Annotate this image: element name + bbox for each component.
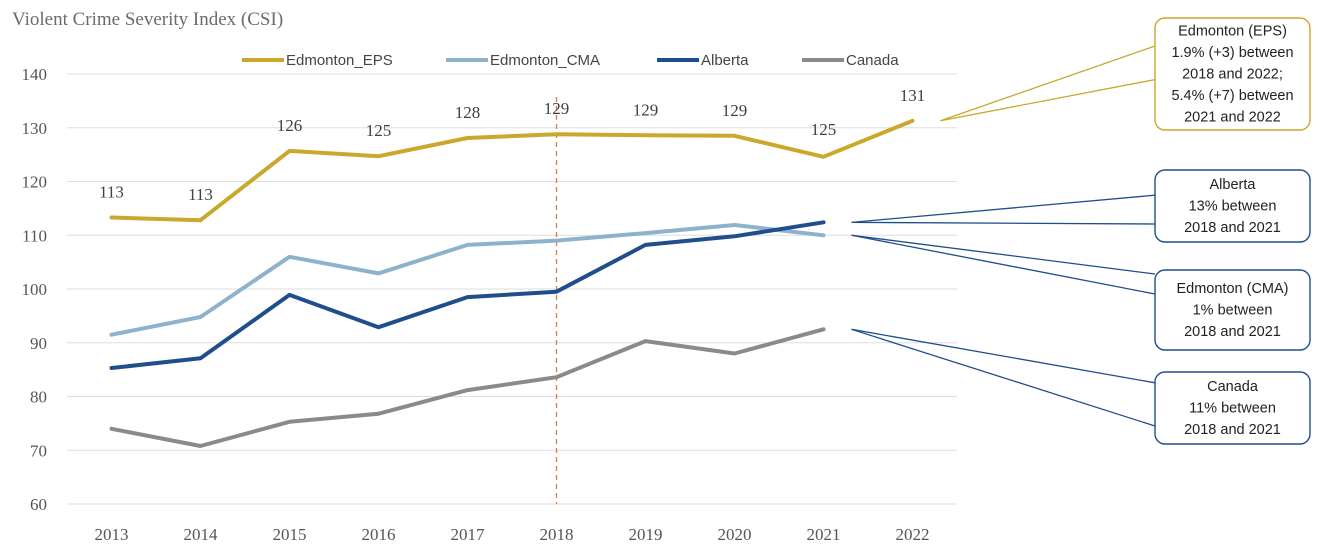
annotation-text: 11% between [1189,400,1276,416]
annotation-connector [940,78,1156,122]
legend-label-alberta: Alberta [701,52,749,69]
annotation-box-alberta [1154,169,1311,243]
x-tick-label: 2016 [362,525,396,544]
data-label: 126 [277,116,303,135]
annotation-connectors [851,45,1156,427]
annotation-connector [851,328,1156,427]
data-label: 129 [722,101,748,120]
data-label: 129 [544,99,570,118]
y-tick-label: 110 [22,226,47,245]
y-tick-label: 120 [22,173,48,192]
legend-label-edmonton-eps: Edmonton_EPS [286,52,393,69]
y-tick-label: 100 [22,280,48,299]
annotation-box-edmonton-cma [1154,269,1311,351]
y-tick-label: 130 [22,119,48,138]
legend-label-canada: Canada [846,52,899,69]
y-tick-label: 90 [30,334,47,353]
series-line-edmonton-cma [109,223,826,337]
annotation-text: Alberta [1210,177,1257,193]
annotation-text: Edmonton (CMA) [1176,281,1288,297]
x-tick-label: 2020 [718,525,752,544]
data-label: 129 [633,100,659,119]
legend-label-edmonton-cma: Edmonton_CMA [490,52,600,69]
annotation-text: 2021 and 2022 [1184,109,1281,125]
chart-title: Violent Crime Severity Index (CSI) [12,9,283,30]
annotation-connector [851,328,1156,384]
annotation-text: 5.4% (+7) between [1171,88,1293,104]
x-tick-label: 2021 [807,525,841,544]
x-tick-label: 2017 [451,525,486,544]
annotation-text: Canada [1207,379,1259,395]
x-tick-label: 2015 [273,525,307,544]
annotation-connector [940,45,1156,122]
annotation-connector [851,234,1156,275]
y-tick-label: 80 [30,388,47,407]
y-tick-label: 140 [22,65,48,84]
data-labels: 113 113 126 125 128 129 129 129 125 131 [99,86,925,204]
annotation-connector [851,194,1156,223]
y-axis-ticks: 140 130 120 110 100 90 80 70 60 [22,65,48,514]
y-tick-label: 70 [30,441,47,460]
data-label: 125 [366,121,392,140]
y-tick-label: 60 [30,495,47,514]
data-label: 125 [811,120,837,139]
data-label: 128 [455,103,481,122]
x-tick-label: 2019 [629,525,663,544]
annotation-box-edmonton-eps [1154,17,1311,131]
annotation-box-canada [1154,371,1311,445]
annotation-text: 1.9% (+3) between [1171,45,1293,61]
data-label: 131 [900,86,926,105]
annotation-connector [851,234,1156,295]
x-tick-label: 2014 [184,525,219,544]
annotation-text: Edmonton (EPS) [1178,23,1287,39]
x-tick-label: 2013 [95,525,129,544]
data-label: 113 [99,183,124,202]
x-axis-ticks: 2013 2014 2015 2016 2017 2018 2019 2020 2021 2022 [95,525,930,544]
x-tick-label: 2018 [540,525,574,544]
annotation-connector [851,221,1156,225]
annotation-boxes: Edmonton (EPS) 1.9% (+3) between 2018 and … [1154,17,1311,445]
data-label: 113 [188,185,213,204]
annotation-text: 2018 and 2021 [1184,220,1281,236]
series-line-alberta [109,220,826,370]
annotation-text: 2018 and 2022; [1182,66,1283,82]
annotation-text: 2018 and 2021 [1184,422,1281,438]
series-lines [109,118,915,448]
annotation-text: 13% between [1189,198,1277,214]
annotation-text: 1% between [1193,302,1273,318]
annotation-text: 2018 and 2021 [1184,324,1281,340]
series-line-edmonton-eps [109,118,915,223]
gridlines [67,73,957,505]
series-line-canada [109,327,826,448]
x-tick-label: 2022 [896,525,930,544]
legend: Edmonton_EPS Edmonton_CMA Alberta Canada [242,52,899,69]
